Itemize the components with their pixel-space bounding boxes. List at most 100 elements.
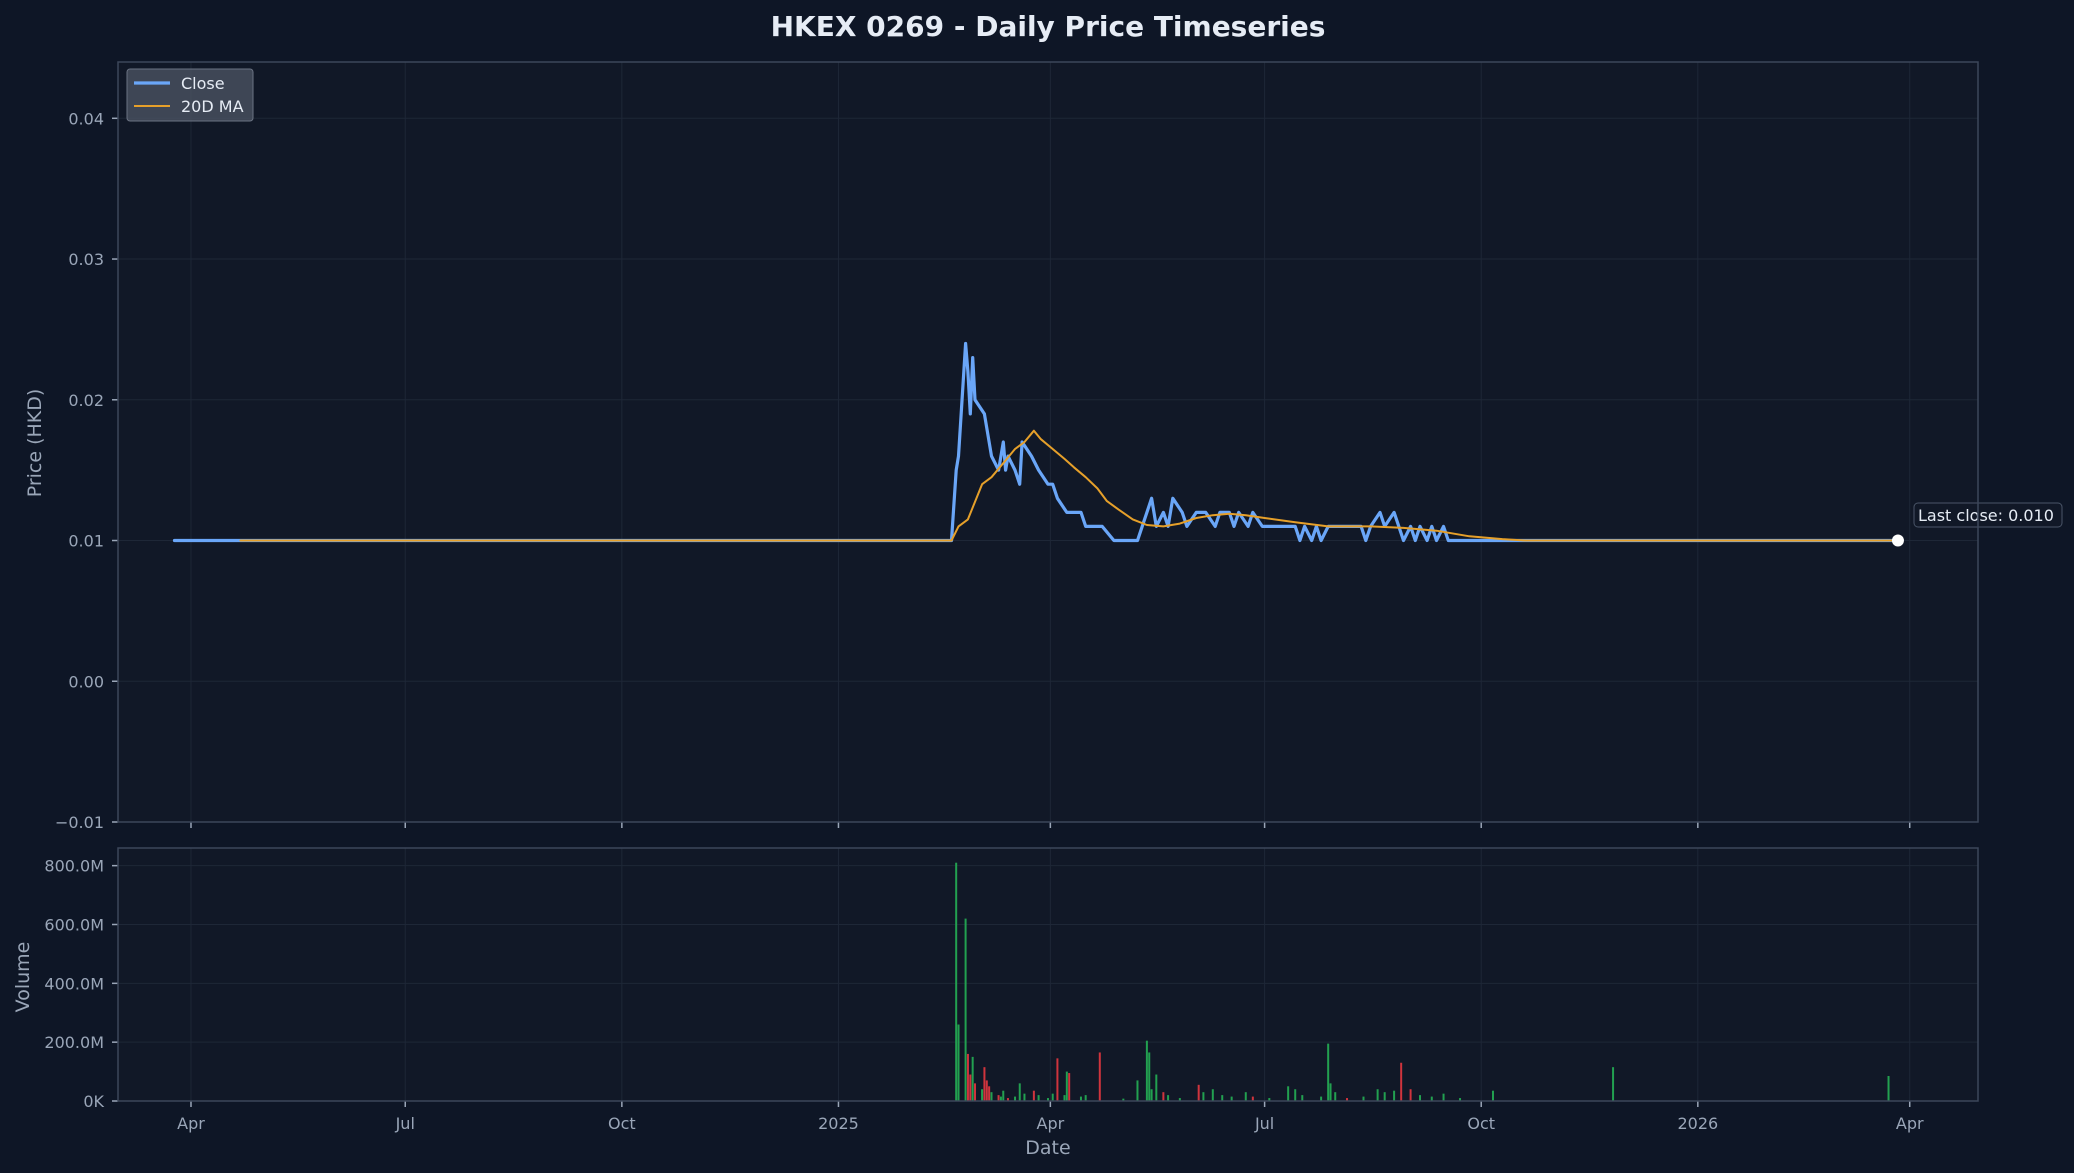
volume-bar — [983, 1067, 986, 1101]
legend-close-label: Close — [181, 74, 225, 93]
x-tick-label: Oct — [608, 1114, 636, 1133]
volume-panel-frame — [117, 847, 1979, 1102]
price-y-tick-label: 0.01 — [68, 532, 104, 551]
volume-bar — [1167, 1095, 1170, 1101]
volume-bar — [1162, 1092, 1165, 1101]
volume-bar — [1612, 1067, 1615, 1101]
volume-bar — [1037, 1095, 1040, 1101]
x-tick-label: Apr — [1896, 1114, 1924, 1133]
last-close-marker — [1891, 534, 1904, 547]
volume-bar — [1442, 1093, 1445, 1101]
volume-bar — [1006, 1098, 1009, 1101]
volume-bar — [988, 1086, 991, 1101]
volume-bar — [1197, 1084, 1200, 1101]
volume-bar — [1393, 1090, 1396, 1101]
volume-bar — [1329, 1083, 1332, 1101]
volume-bar — [1051, 1093, 1054, 1101]
volume-bar — [1202, 1092, 1205, 1101]
price-plot-area — [118, 62, 1978, 822]
volume-bar — [1327, 1043, 1330, 1101]
volume-bar — [1150, 1089, 1153, 1101]
last-close-annotation-box — [1913, 502, 2063, 528]
volume-panel: Apr Jul Oct 2025 Apr Jul Oct 2026 Apr 0K 200.0M 400… — [44, 847, 1979, 1133]
volume-bar — [1244, 1092, 1247, 1101]
volume-bar — [1014, 1096, 1017, 1101]
price-axis-label: Price (HKD) — [24, 389, 46, 498]
x-tick-label: Apr — [177, 1114, 205, 1133]
x-tick-label: Apr — [1037, 1114, 1065, 1133]
volume-bar — [1294, 1089, 1297, 1101]
volume-bar — [1409, 1089, 1412, 1101]
price-y-tick-label: 0.03 — [68, 250, 104, 269]
volume-bar — [1320, 1096, 1323, 1101]
volume-bar — [1230, 1096, 1233, 1101]
chart-title: HKEX 0269 - Daily Price Timeseries — [771, 10, 1326, 43]
legend-ma-label: 20D MA — [181, 97, 244, 116]
last-close-annotation: Last close: 0.010 — [1918, 506, 2054, 525]
volume-bar — [1063, 1095, 1066, 1101]
volume-bar — [971, 1056, 974, 1101]
volume-bar — [1032, 1090, 1035, 1101]
volume-bar — [1211, 1089, 1214, 1101]
price-y-tick-label: 0.00 — [68, 672, 104, 691]
volume-bar — [969, 1074, 972, 1101]
volume-bar — [997, 1095, 1000, 1101]
volume-bar — [964, 918, 967, 1101]
volume-bar — [1084, 1095, 1087, 1101]
volume-bar — [1065, 1071, 1068, 1101]
volume-bar — [1346, 1098, 1349, 1101]
volume-axis-label: Volume — [12, 942, 34, 1013]
volume-bar — [990, 1092, 993, 1101]
volume-bar — [1148, 1052, 1151, 1101]
price-panel-frame — [117, 61, 1979, 823]
x-axis-label: Date — [1025, 1137, 1070, 1159]
volume-bar — [1491, 1090, 1494, 1101]
volume-bar — [985, 1080, 988, 1101]
price-y-tick-label: −0.01 — [55, 813, 104, 832]
volume-bar — [1334, 1092, 1337, 1101]
volume-bar — [957, 1024, 960, 1101]
volume-y-tick-label: 400.0M — [44, 974, 104, 993]
volume-bar — [1002, 1090, 1005, 1101]
volume-bar — [1400, 1062, 1403, 1101]
volume-bar — [999, 1096, 1002, 1101]
volume-bar — [1068, 1073, 1071, 1101]
moving-average-line — [239, 429, 1899, 542]
volume-bar — [1098, 1052, 1101, 1101]
x-tick-label: 2025 — [818, 1114, 859, 1133]
x-tick-label: Jul — [1254, 1114, 1274, 1133]
volume-bar — [974, 1083, 977, 1101]
volume-bar — [1362, 1096, 1365, 1101]
volume-bar — [1079, 1096, 1082, 1101]
x-tick-label: Jul — [395, 1114, 415, 1133]
price-panel: −0.01 0.00 0.01 0.02 0.03 0.04 Last close: 0.0… — [55, 61, 2063, 832]
volume-bar — [1887, 1075, 1890, 1101]
price-y-tick-label: 0.02 — [68, 391, 104, 410]
volume-y-tick-label: 800.0M — [44, 857, 104, 876]
volume-bar — [1145, 1040, 1148, 1101]
volume-bar — [955, 862, 958, 1101]
volume-plot-area — [118, 848, 1978, 1101]
x-tick-label: 2026 — [1677, 1114, 1718, 1133]
volume-bar — [1376, 1089, 1379, 1101]
volume-bar — [1301, 1095, 1304, 1101]
volume-bar — [1047, 1098, 1049, 1101]
volume-bar — [1136, 1080, 1139, 1101]
legend: Close 20D MA — [126, 68, 254, 122]
volume-y-tick-label: 0K — [83, 1092, 104, 1111]
volume-y-tick-label: 600.0M — [44, 915, 104, 934]
volume-bar — [1419, 1095, 1421, 1101]
volume-bar — [1221, 1095, 1224, 1101]
volume-bar — [1287, 1086, 1290, 1101]
volume-bar — [1056, 1058, 1059, 1101]
volume-bar — [981, 1089, 984, 1101]
close-price-line — [172, 341, 1900, 543]
volume-bar — [1155, 1074, 1158, 1101]
volume-bar — [1430, 1096, 1433, 1101]
volume-bar — [966, 1053, 969, 1101]
volume-bar — [1122, 1098, 1125, 1101]
volume-bar — [1268, 1098, 1271, 1101]
x-tick-label: Oct — [1467, 1114, 1495, 1133]
price-y-tick-label: 0.04 — [68, 109, 104, 128]
